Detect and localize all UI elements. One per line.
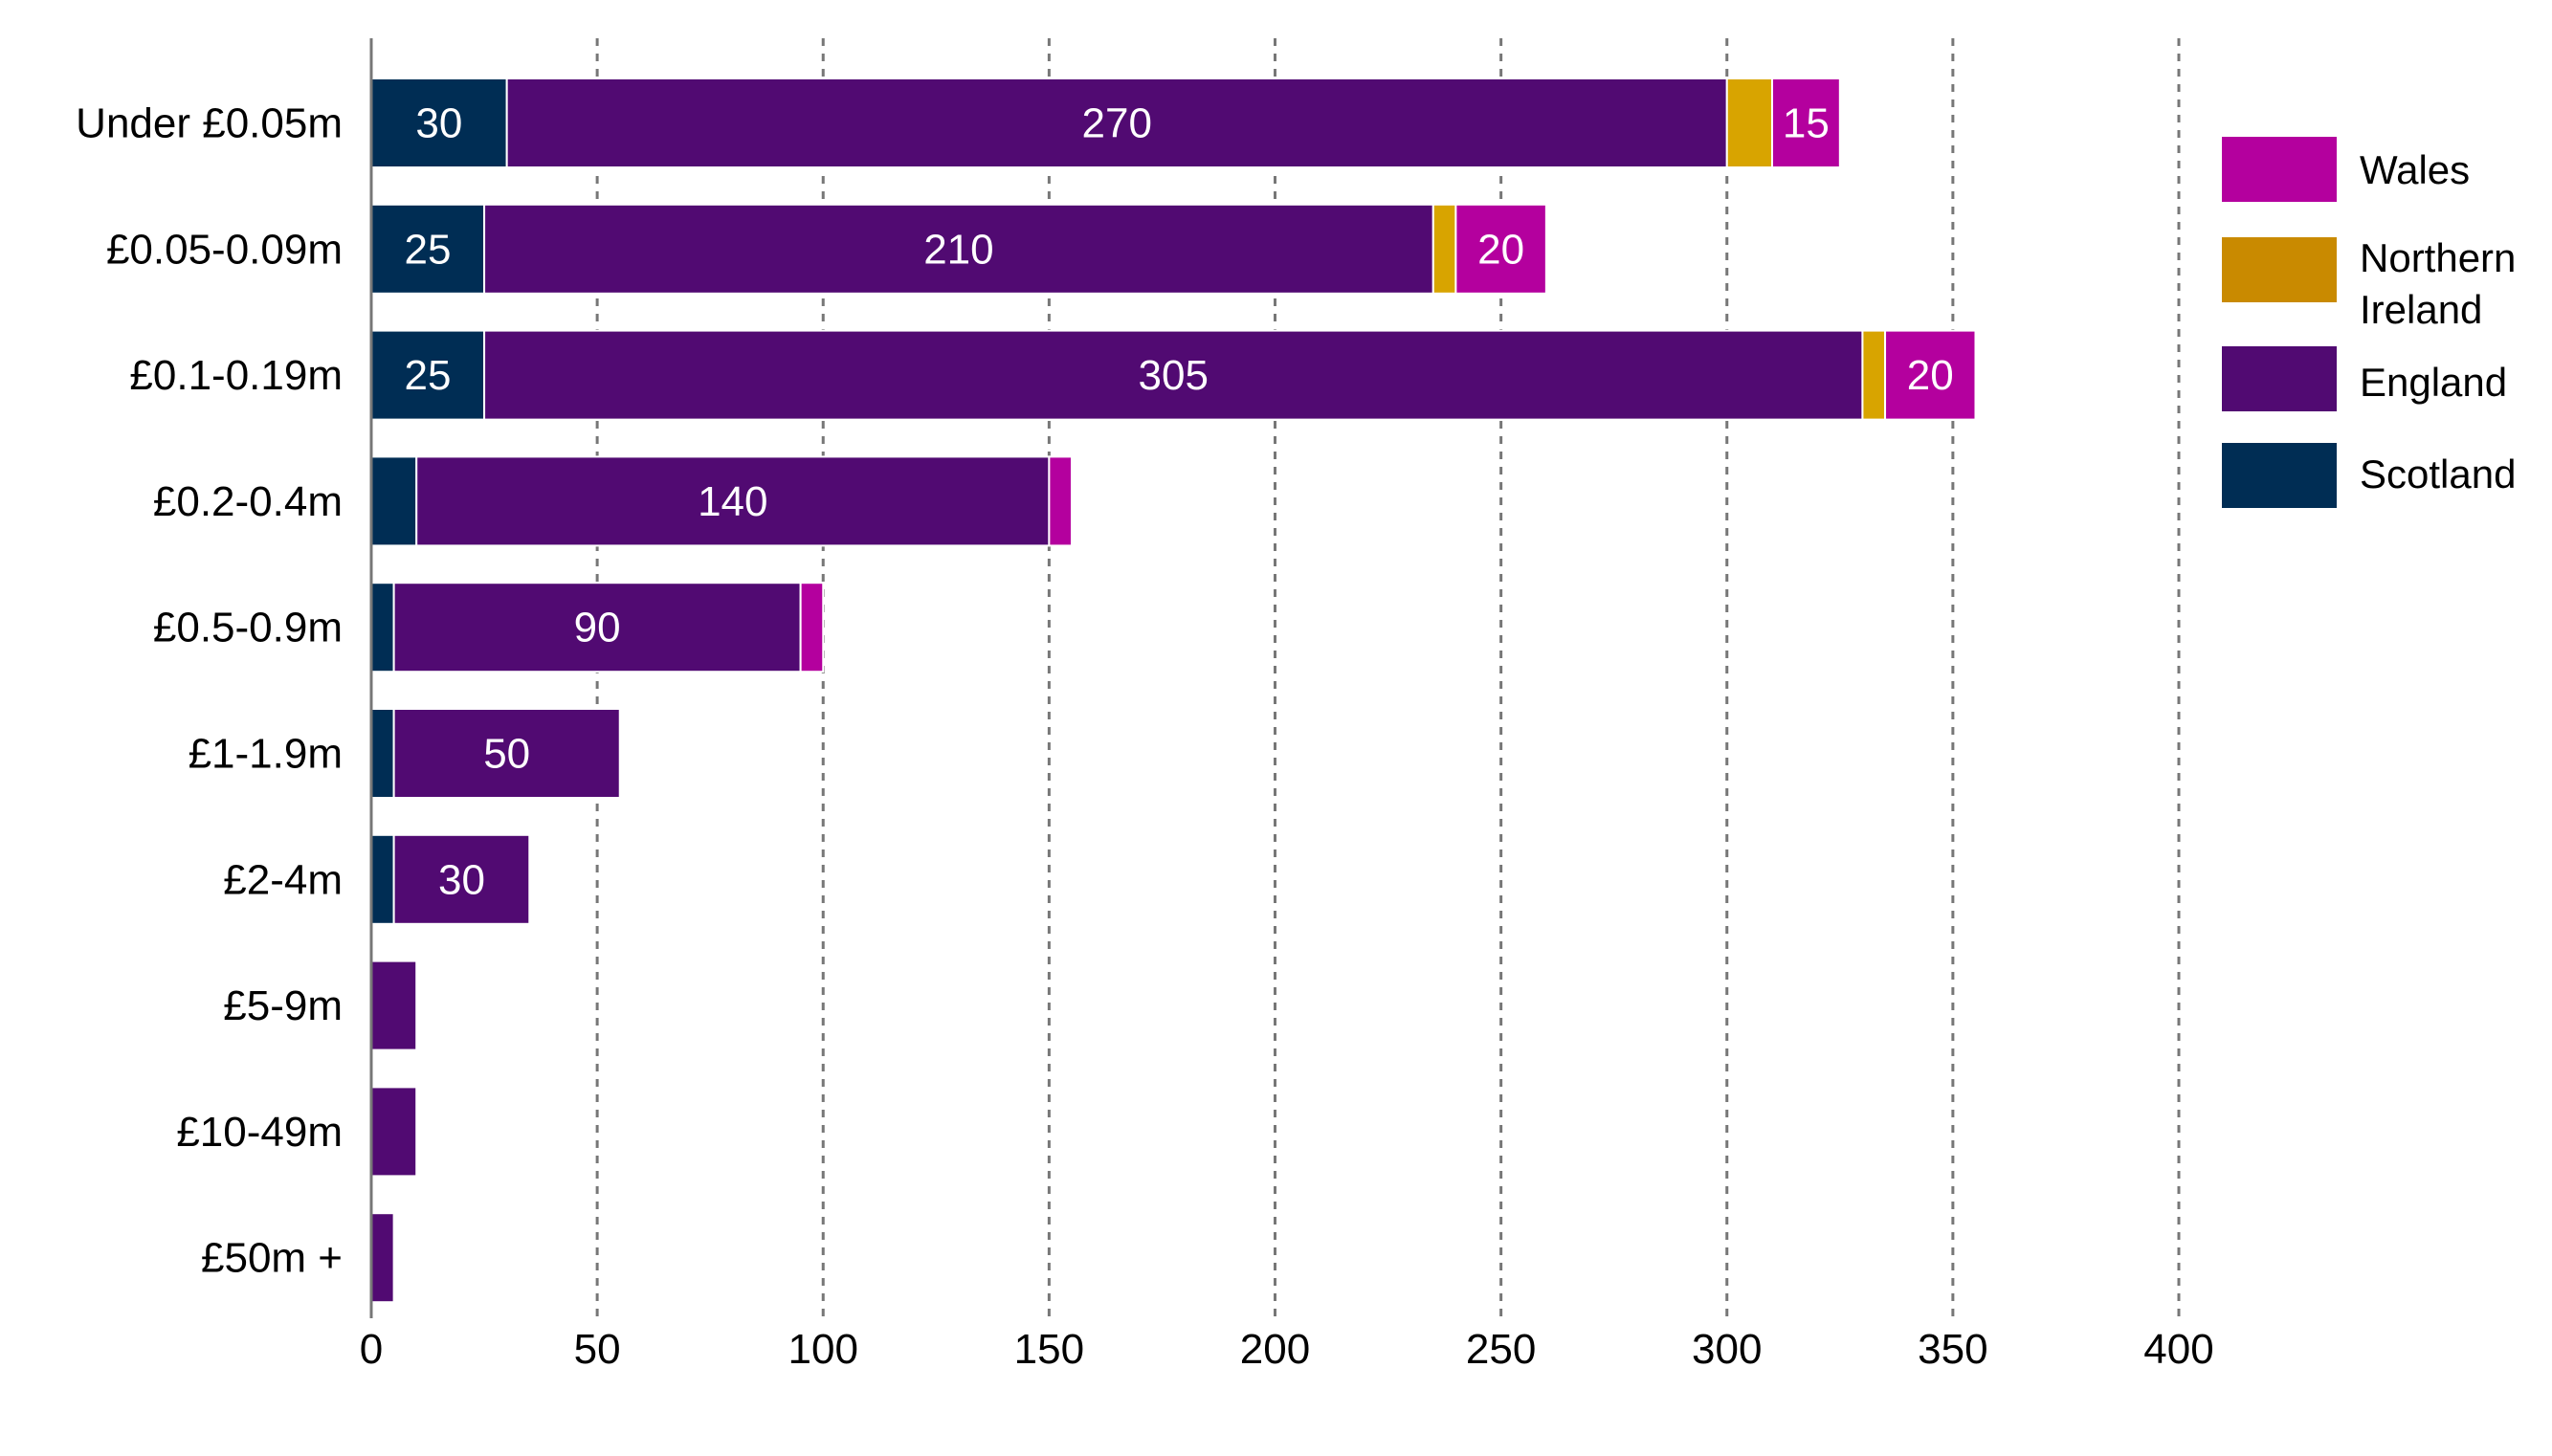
data-label-2-1: 305: [1139, 352, 1209, 399]
bar-segment-northern-ireland-1: [1431, 203, 1457, 295]
bar-segment-northern-ireland-0: [1725, 77, 1773, 168]
legend-label-northern-ireland-line0: Northern: [2360, 235, 2516, 280]
x-tick-label-50: 50: [574, 1326, 621, 1373]
bar-segment-england-2: [483, 329, 1864, 421]
category-label-4: £0.5-0.9m: [153, 605, 343, 651]
category-label-9: £50m +: [201, 1235, 343, 1282]
legend-label-wales: Wales: [2360, 147, 2470, 192]
category-label-6: £2-4m: [223, 856, 343, 903]
category-label-7: £5-9m: [223, 982, 343, 1029]
data-label-0-0: 30: [415, 100, 462, 147]
data-label-4-1: 90: [574, 605, 621, 651]
bar-segment-england-8: [370, 1086, 418, 1178]
bar-segment-england-5: [392, 708, 621, 799]
x-tick-labels: 0 50 100 150 200 250 300 350 400: [360, 1326, 2214, 1373]
bar-segment-scotland-5: [370, 708, 395, 799]
data-label-1-3: 20: [1477, 226, 1524, 273]
category-labels: Under £0.05m £0.05-0.09m £0.1-0.19m £0.2-0.…: [76, 100, 343, 1282]
category-label-8: £10-49m: [176, 1109, 343, 1156]
bar-segment-wales-2: [1884, 329, 1977, 421]
data-label-0-1: 270: [1082, 100, 1152, 147]
bar-segment-wales-4: [799, 582, 825, 673]
x-tick-label-200: 200: [1240, 1326, 1310, 1373]
legend-swatch-northern-ireland: [2222, 237, 2337, 302]
bar-segment-england-6: [392, 833, 531, 925]
bar-segment-scotland-2: [370, 329, 486, 421]
x-tick-label-300: 300: [1692, 1326, 1762, 1373]
bar-segment-wales-1: [1454, 203, 1547, 295]
bars: [370, 77, 1977, 1304]
category-label-5: £1-1.9m: [189, 731, 343, 778]
bar-segment-england-0: [505, 77, 1728, 168]
bar-segment-wales-3: [1048, 455, 1073, 547]
legend: Wales Northern Ireland England Scotland: [2222, 137, 2516, 508]
data-label-3-1: 140: [698, 478, 767, 525]
x-tick-label-0: 0: [360, 1326, 383, 1373]
data-label-5-1: 50: [483, 731, 530, 778]
data-label-0-3: 15: [1783, 100, 1830, 147]
legend-swatch-wales: [2222, 137, 2337, 202]
legend-label-scotland: Scotland: [2360, 452, 2516, 496]
bar-segment-scotland-0: [370, 77, 508, 168]
bar-segment-scotland-3: [370, 455, 418, 547]
bar-segment-england-1: [483, 203, 1434, 295]
x-tick-label-350: 350: [1918, 1326, 1987, 1373]
category-label-1: £0.05-0.09m: [106, 226, 343, 273]
data-label-1-1: 210: [923, 226, 993, 273]
x-tick-label-400: 400: [2143, 1326, 2213, 1373]
legend-label-northern-ireland-line1: Ireland: [2360, 287, 2482, 332]
x-tick-label-150: 150: [1014, 1326, 1084, 1373]
legend-label-england: England: [2360, 360, 2507, 405]
bar-segment-scotland-6: [370, 833, 395, 925]
x-tick-label-100: 100: [788, 1326, 858, 1373]
data-label-2-0: 25: [405, 352, 452, 399]
bar-segment-england-9: [370, 1212, 395, 1304]
bar-segment-england-7: [370, 960, 418, 1051]
data-label-6-1: 30: [438, 856, 485, 903]
category-label-0: Under £0.05m: [76, 100, 343, 147]
category-label-3: £0.2-0.4m: [153, 478, 343, 525]
legend-swatch-scotland: [2222, 443, 2337, 508]
bar-segment-england-3: [415, 455, 1051, 547]
bar-segment-scotland-4: [370, 582, 395, 673]
bar-segment-wales-0: [1770, 77, 1841, 168]
data-label-1-0: 25: [405, 226, 452, 273]
data-label-2-3: 20: [1907, 352, 1954, 399]
x-tick-label-250: 250: [1466, 1326, 1536, 1373]
legend-swatch-england: [2222, 346, 2337, 411]
data-labels: 30 270 15 25 210 20 25 305 20 140 90 50 30: [405, 100, 1954, 904]
bar-segment-northern-ireland-2: [1861, 329, 1887, 421]
category-label-2: £0.1-0.19m: [129, 352, 343, 399]
